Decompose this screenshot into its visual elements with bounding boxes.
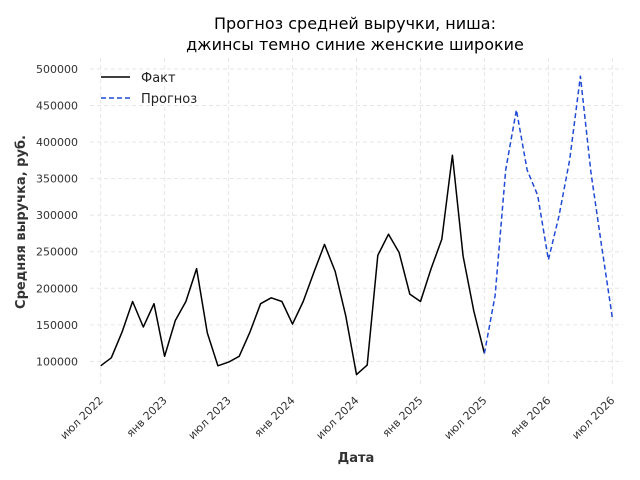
y-tick-label: 200000	[36, 282, 78, 295]
x-axis-label: Дата	[338, 451, 375, 466]
y-tick-label: 500000	[36, 63, 78, 76]
gridlines	[90, 58, 623, 387]
series-lines	[100, 75, 614, 376]
x-tick-label: июл 2022	[58, 394, 106, 442]
y-tick-label: 150000	[36, 319, 78, 332]
y-tick-label: 400000	[36, 136, 78, 149]
y-tick-label: 100000	[36, 355, 78, 368]
legend: Факт Прогноз	[101, 71, 197, 107]
chart-title-line-2: джинсы темно синие женские широкие	[186, 35, 524, 54]
y-axis-label: Средняя выручка, руб.	[14, 135, 29, 309]
y-tick-label: 250000	[36, 246, 78, 259]
x-tick-label: июл 2023	[186, 394, 234, 442]
x-tick-label: янв 2024	[252, 394, 298, 440]
legend-label-fact: Факт	[141, 71, 176, 86]
x-tick-label: янв 2023	[124, 394, 170, 440]
y-tick-label: 300000	[36, 209, 78, 222]
x-tick-label: янв 2025	[380, 394, 426, 440]
series-line-fact	[100, 154, 486, 376]
y-tick-label: 350000	[36, 173, 78, 186]
y-tick-labels: 100000 150000 200000 250000 300000 350000 4000…	[36, 63, 78, 368]
chart-title-line-1: Прогноз средней выручки, ниша:	[214, 14, 496, 33]
x-tick-label: июл 2025	[442, 394, 490, 442]
x-tick-labels: июл 2022 янв 2023 июл 2023 янв 2024 июл 2024…	[58, 394, 618, 442]
x-tick-label: июл 2026	[569, 394, 617, 442]
x-tick-label: янв 2026	[508, 394, 554, 440]
y-tick-label: 450000	[36, 100, 78, 113]
x-tick-label: июл 2024	[314, 394, 362, 442]
legend-label-forecast: Прогноз	[141, 92, 197, 107]
series-line-forecast	[483, 75, 614, 354]
